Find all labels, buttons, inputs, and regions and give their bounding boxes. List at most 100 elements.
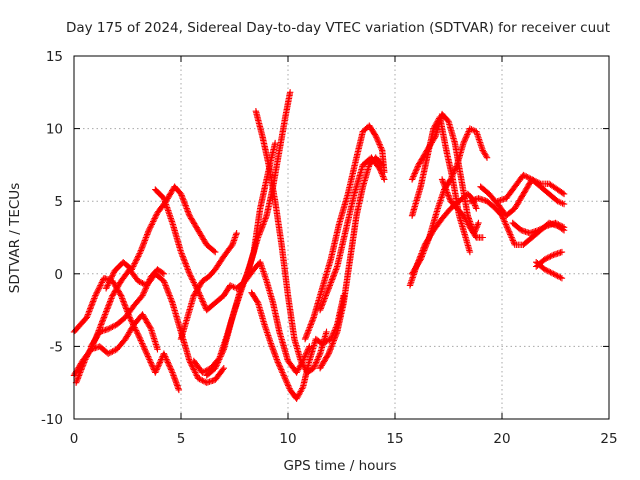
data-point — [466, 248, 474, 256]
data-point-segment — [154, 266, 166, 277]
data-point-segment — [122, 322, 137, 343]
data-point-segment — [466, 224, 479, 240]
series-track-13 — [301, 122, 388, 343]
data-point-segment — [269, 299, 283, 334]
data-point-segment — [246, 235, 261, 270]
data-point-segment — [334, 228, 349, 270]
data-point-segment — [177, 328, 193, 363]
data-point-segment — [212, 366, 226, 383]
data-point-segment — [483, 198, 498, 211]
series-track-8 — [190, 139, 279, 376]
data-point-segment — [220, 283, 233, 299]
data-point-segment — [456, 212, 469, 240]
data-point-segment — [274, 357, 287, 378]
data-point-segment — [272, 198, 285, 247]
x-tick-label: 10 — [279, 431, 296, 447]
data-point-segment — [417, 235, 432, 263]
data-point-segment — [438, 110, 451, 124]
data-point-segment — [554, 198, 566, 207]
x-tick-label: 5 — [177, 431, 186, 447]
data-point-segment — [248, 289, 261, 305]
data-point-segment — [477, 183, 492, 197]
data-point-segment — [408, 257, 424, 277]
data-point-segment — [511, 192, 526, 212]
data-point-segment — [301, 315, 317, 343]
data-point-segment — [233, 278, 248, 292]
data-point-segment — [453, 205, 466, 218]
data-point-segment — [351, 163, 366, 198]
data-point-segment — [203, 241, 218, 255]
data-point-segment — [160, 277, 176, 305]
data-point-segment — [220, 315, 236, 353]
data-point-segment — [169, 219, 184, 254]
data-point-segment — [284, 292, 298, 341]
data-point-segment — [423, 126, 437, 161]
series-track-5 — [102, 183, 219, 292]
data-point — [558, 274, 566, 282]
data-point-segment — [130, 293, 145, 309]
series-track-20 — [438, 176, 486, 241]
data-point-segment — [340, 257, 353, 306]
data-point-segment — [139, 275, 154, 299]
data-point-segment — [102, 269, 118, 292]
data-point-segment — [342, 192, 358, 234]
data-point-segment — [257, 177, 270, 212]
data-point-segment — [511, 173, 526, 190]
data-point-segment — [372, 132, 385, 153]
y-tick-labels: -10 -5 0 5 10 15 — [41, 49, 63, 428]
data-point-segment — [169, 369, 182, 392]
series-track-4 — [87, 266, 168, 350]
data-point-segment — [278, 241, 291, 298]
data-point-segment — [186, 212, 201, 233]
data-point — [473, 205, 480, 212]
data-point-segment — [498, 212, 511, 232]
data-point-segment — [135, 331, 150, 356]
data-point-segment — [353, 185, 366, 219]
x-axis-label: GPS time / hours — [283, 458, 396, 474]
data-point-segment — [545, 190, 560, 204]
data-point-segment — [254, 214, 270, 241]
data-point-segment — [417, 156, 430, 190]
y-axis-label: SDTVAR / TECUs — [7, 183, 23, 293]
data-point-segment — [137, 228, 152, 256]
series-track-18 — [408, 113, 474, 256]
data-point-segment — [458, 176, 471, 218]
data-point-segment — [533, 257, 547, 270]
y-tick-label: -10 — [41, 412, 63, 428]
data-point-segment — [177, 248, 193, 276]
x-tick-label: 15 — [386, 431, 403, 447]
series-track-7 — [177, 229, 240, 343]
data-point-segment — [325, 330, 340, 357]
data-point-segment — [199, 365, 213, 376]
data-point-segment — [83, 293, 98, 321]
data-point-segment — [376, 166, 387, 182]
data-point-segment — [460, 212, 473, 230]
data-point-segment — [190, 279, 205, 299]
y-tick-label: -5 — [50, 339, 63, 355]
data-point-segment — [252, 108, 266, 138]
data-point-segment — [346, 214, 360, 263]
data-point-segment — [334, 301, 347, 336]
data-point-segment — [229, 289, 244, 321]
data-point-segment — [254, 299, 268, 327]
data-point-segment — [528, 176, 543, 187]
data-point-segment — [447, 163, 460, 183]
data-point-segment — [177, 190, 193, 218]
data-point-segment — [109, 279, 124, 299]
data-point-segment — [509, 219, 524, 233]
data-point-segment — [366, 122, 379, 138]
data-point-segment — [310, 286, 325, 321]
series-track-24 — [509, 219, 568, 237]
y-tick-label: 15 — [46, 49, 63, 65]
data-point-segment — [408, 163, 422, 183]
data-point-segment — [535, 223, 549, 234]
data-point-segment — [171, 183, 184, 196]
data-point — [233, 229, 240, 237]
data-point — [483, 154, 491, 161]
data-point-segment — [462, 234, 473, 254]
data-point-segment — [169, 299, 184, 334]
data-point-segment — [203, 300, 218, 314]
data-point-segment — [259, 132, 272, 167]
data-point — [475, 219, 482, 227]
